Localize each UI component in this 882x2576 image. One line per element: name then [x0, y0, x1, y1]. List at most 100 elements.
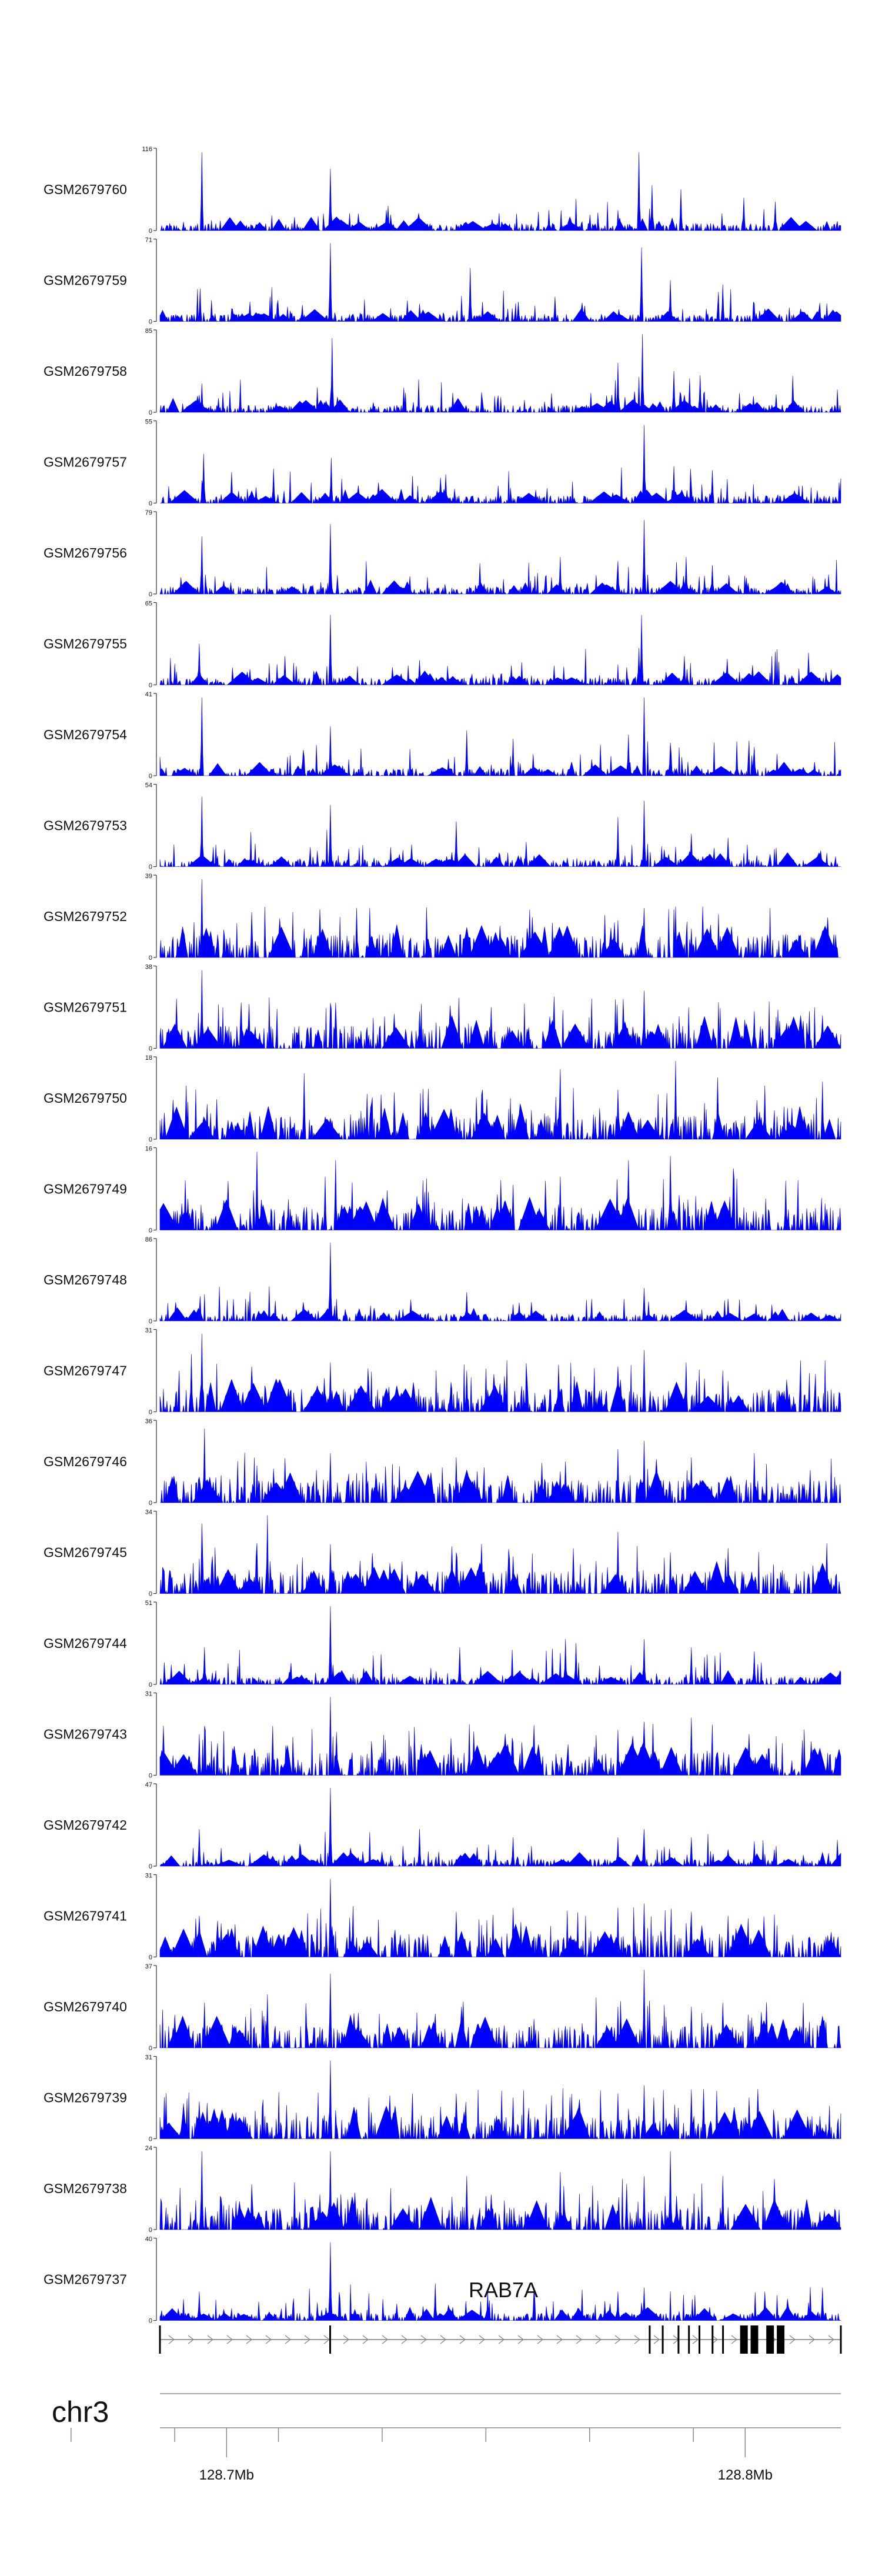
track-ymax-label: 79	[145, 509, 152, 516]
track-ymin-label: 0	[149, 2318, 152, 2325]
exon	[649, 2325, 651, 2354]
track-coverage	[159, 1152, 841, 1231]
track-label: GSM2679747	[44, 1363, 127, 1379]
track-coverage	[159, 1697, 841, 1776]
track-ymax-label: 31	[145, 1691, 152, 1698]
track-coverage	[159, 1242, 841, 1322]
track-label: GSM2679738	[44, 2181, 127, 2196]
track-ymin-label: 0	[149, 1681, 152, 1689]
strand-arrow	[188, 2335, 195, 2344]
exon	[722, 2325, 724, 2354]
track-ymax-label: 31	[145, 2054, 152, 2061]
track-coverage	[159, 519, 841, 595]
exon	[750, 2325, 759, 2354]
track-coverage	[159, 333, 841, 413]
track-label: GSM2679750	[44, 1090, 127, 1106]
track-GSM2679739: GSM2679739 31 0	[44, 2054, 841, 2143]
track-ymin-label: 0	[149, 2136, 152, 2143]
track-ymax-label: 54	[145, 782, 152, 789]
track-GSM2679742: GSM2679742 47 0	[44, 1781, 841, 1870]
strand-arrow	[479, 2335, 486, 2344]
track-GSM2679743: GSM2679743 31 0	[44, 1691, 841, 1780]
exon	[677, 2325, 680, 2354]
track-coverage	[159, 2060, 841, 2140]
track-coverage	[159, 796, 841, 867]
strand-arrow	[711, 2335, 719, 2344]
strand-arrow	[285, 2335, 292, 2344]
track-ymin-label: 0	[149, 591, 152, 598]
track-label: GSM2679753	[44, 818, 127, 833]
track-GSM2679758: GSM2679758 85 0	[44, 328, 841, 416]
strand-arrow	[168, 2335, 175, 2344]
gene-label: RAB7A	[469, 2278, 538, 2302]
genome-axis: chr3 128.7Mb 128.8Mb	[52, 2393, 841, 2483]
track-coverage	[159, 1060, 841, 1140]
track-coverage	[159, 2242, 841, 2321]
track-ymin-label: 0	[149, 1954, 152, 1961]
track-GSM2679754: GSM2679754 41 0	[44, 691, 841, 780]
track-coverage	[159, 243, 841, 322]
exon	[699, 2325, 700, 2354]
track-label: GSM2679749	[44, 1182, 127, 1197]
track-coverage	[159, 697, 841, 777]
track-label: GSM2679752	[44, 909, 127, 924]
track-GSM2679757: GSM2679757 55 0	[44, 419, 841, 508]
track-label: GSM2679754	[44, 727, 127, 742]
strand-arrow	[207, 2335, 214, 2344]
exon	[840, 2325, 842, 2354]
strand-arrow	[828, 2335, 835, 2344]
track-ymax-label: 41	[145, 691, 152, 698]
strand-arrow	[731, 2335, 738, 2344]
exon	[777, 2325, 785, 2354]
strand-arrow	[653, 2335, 660, 2344]
strand-arrow	[556, 2335, 563, 2344]
track-coverage	[159, 970, 841, 1049]
track-GSM2679738: GSM2679738 24 0	[44, 2145, 841, 2234]
track-GSM2679745: GSM2679745 34 0	[44, 1509, 841, 1598]
exon	[711, 2325, 714, 2354]
track-GSM2679750: GSM2679750 18 0	[44, 1055, 841, 1143]
track-ymax-label: 65	[145, 600, 152, 608]
track-GSM2679756: GSM2679756 79 0	[44, 509, 841, 598]
track-GSM2679751: GSM2679751 38 0	[44, 964, 841, 1053]
track-GSM2679760: GSM2679760 116 0	[44, 146, 841, 235]
strand-arrow	[595, 2335, 602, 2344]
track-label: GSM2679740	[44, 1999, 127, 2014]
track-coverage	[159, 1606, 841, 1686]
track-ymax-label: 38	[145, 964, 152, 971]
track-ymin-label: 0	[149, 773, 152, 780]
track-ymin-label: 0	[149, 955, 152, 962]
strand-arrow	[246, 2335, 253, 2344]
track-GSM2679744: GSM2679744 51 0	[44, 1600, 841, 1689]
track-ymax-label: 40	[145, 2236, 152, 2243]
track-ymin-label: 0	[149, 1136, 152, 1143]
strand-arrow	[808, 2335, 816, 2344]
track-label: GSM2679737	[44, 2272, 127, 2287]
track-label: GSM2679755	[44, 636, 127, 652]
track-label: GSM2679746	[44, 1454, 127, 1469]
track-ymin-label: 0	[149, 1500, 152, 1507]
track-ymax-label: 36	[145, 1418, 152, 1425]
track-ymin-label: 0	[149, 319, 152, 326]
strand-arrow	[362, 2335, 369, 2344]
axis-tick-label: 128.8Mb	[718, 2467, 773, 2483]
track-ymin-label: 0	[149, 1318, 152, 1325]
track-coverage	[160, 425, 841, 504]
track-label: GSM2679744	[44, 1636, 127, 1651]
track-coverage	[159, 1969, 841, 2049]
track-label: GSM2679758	[44, 363, 127, 379]
track-ymin-label: 0	[149, 1409, 152, 1416]
track-label: GSM2679760	[44, 182, 127, 197]
track-ymax-label: 34	[145, 1509, 152, 1516]
track-ymax-label: 71	[145, 237, 152, 244]
track-GSM2679737: GSM2679737 40 0	[44, 2236, 841, 2325]
track-label: GSM2679743	[44, 1727, 127, 1742]
track-ymax-label: 16	[145, 1146, 152, 1153]
strand-arrow	[614, 2335, 622, 2344]
track-ymax-label: 18	[145, 1055, 152, 1062]
track-ymin-label: 0	[149, 864, 152, 871]
track-ymin-label: 0	[149, 500, 152, 508]
track-label: GSM2679751	[44, 1000, 127, 1015]
exon	[688, 2325, 690, 2354]
